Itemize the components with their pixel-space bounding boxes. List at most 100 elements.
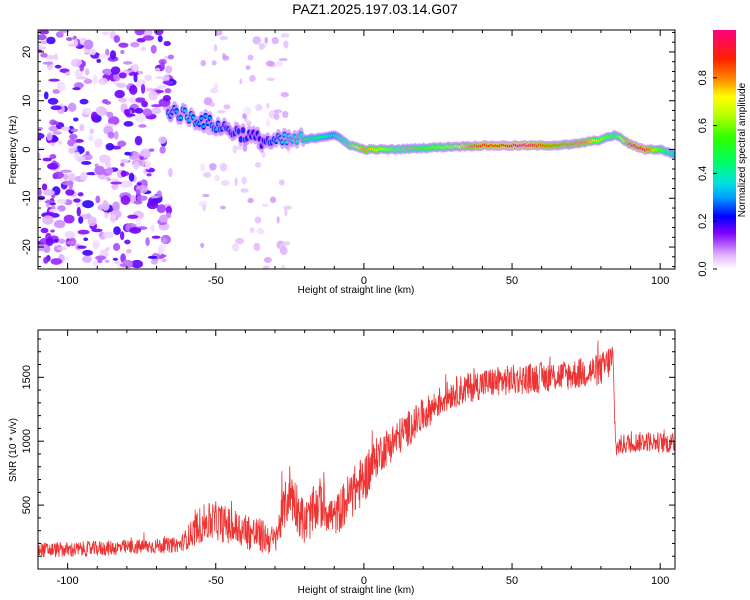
spectral-blob xyxy=(102,231,114,239)
spectral-blob xyxy=(57,238,66,244)
spectral-blob xyxy=(119,180,132,188)
spectral-blob xyxy=(72,35,77,40)
spectral-blob xyxy=(249,74,256,82)
spectral-blob xyxy=(165,65,173,74)
spectral-blob xyxy=(110,214,117,223)
spectral-blob xyxy=(82,107,92,115)
spectral-blob xyxy=(262,265,270,269)
spectral-blob xyxy=(83,39,94,50)
x-tick-label: 0 xyxy=(361,275,367,287)
spectral-blob xyxy=(145,237,150,247)
spectral-blob xyxy=(38,146,46,151)
spectral-blob xyxy=(276,216,280,224)
spectral-blob xyxy=(67,43,78,47)
spectral-blob xyxy=(112,257,119,261)
y-tick-label: 10 xyxy=(21,95,33,107)
spectral-blob xyxy=(40,52,48,58)
spectral-blob xyxy=(65,240,77,245)
spectral-blob xyxy=(200,242,205,249)
spectral-blob xyxy=(53,219,66,229)
x-tick-label: 100 xyxy=(651,275,669,287)
spectral-blob xyxy=(72,87,81,91)
spectral-blob xyxy=(105,167,114,175)
spectral-blob xyxy=(266,102,270,109)
spectral-blob xyxy=(129,227,142,234)
spectral-blob xyxy=(280,264,286,269)
spectral-blob xyxy=(124,239,131,245)
colorbar-tick-label: 0.4 xyxy=(697,166,709,181)
spectral-blob xyxy=(167,54,175,60)
x-tick-label: -100 xyxy=(57,575,79,587)
spectral-blob xyxy=(146,200,159,210)
spectral-blob xyxy=(60,169,72,173)
spectral-blob xyxy=(53,242,59,247)
spectral-blob xyxy=(249,227,255,234)
spectral-blob xyxy=(90,48,96,56)
spectral-blob xyxy=(50,105,62,111)
spectral-blob xyxy=(53,171,64,180)
spectral-blob xyxy=(78,216,84,224)
spectral-ridge-core xyxy=(237,129,241,134)
spectral-blob xyxy=(164,88,172,94)
x-tick-label: 0 xyxy=(361,575,367,587)
spectral-blob xyxy=(266,77,275,82)
spectral-blob xyxy=(73,82,84,89)
spectral-blob xyxy=(124,151,132,156)
spectral-blob xyxy=(239,78,243,85)
spectrogram-y-axis: -20 -10 0 10 20 xyxy=(21,31,675,268)
spectral-blob xyxy=(211,60,217,66)
spectral-blob xyxy=(79,123,85,132)
spectral-blob xyxy=(151,107,162,115)
colorbar: 0.0 0.2 0.4 0.6 0.8 Normalized spectral ampl… xyxy=(697,30,748,277)
spectral-blob xyxy=(56,81,66,92)
spectral-blob xyxy=(68,133,78,140)
spectral-blob xyxy=(46,36,56,45)
spectral-blob xyxy=(269,196,277,204)
spectral-blob xyxy=(148,90,158,101)
spectral-blob xyxy=(231,243,240,252)
spectral-blob xyxy=(48,125,59,132)
spectral-blob xyxy=(217,109,226,114)
spectral-blob xyxy=(92,74,98,85)
spectral-blob xyxy=(68,147,76,155)
spectral-blob xyxy=(68,172,76,183)
snr-y-axis: 500 1000 1500 xyxy=(21,338,675,557)
spectral-blob xyxy=(159,146,166,154)
spectral-blob xyxy=(50,258,63,265)
spectral-blob xyxy=(252,36,262,45)
spectrogram-y-axis-label: Frequency (Hz) xyxy=(8,116,19,185)
spectral-blob xyxy=(70,128,79,133)
spectral-blob xyxy=(162,77,170,82)
spectral-blob xyxy=(56,198,67,205)
spectral-blob xyxy=(209,88,219,94)
spectral-blob xyxy=(241,176,247,185)
spectral-blob xyxy=(55,31,64,38)
spectral-blob xyxy=(60,126,71,131)
spectral-blob xyxy=(146,87,154,92)
spectral-blob xyxy=(157,35,163,43)
snr-x-axis-label: Height of straight line (km) xyxy=(298,585,415,596)
spectral-blob xyxy=(133,161,140,170)
spectral-blob xyxy=(50,229,55,233)
spectral-blob xyxy=(52,131,62,135)
spectral-blob xyxy=(151,104,163,108)
x-tick-label: 50 xyxy=(506,275,518,287)
spectral-blob xyxy=(53,238,59,243)
spectral-ridge-core xyxy=(241,128,245,132)
y-tick-label: 1500 xyxy=(21,365,33,389)
colorbar-ticks: 0.0 0.2 0.4 0.6 0.8 xyxy=(697,70,717,277)
spectral-blob xyxy=(110,181,123,185)
spectral-blob xyxy=(246,120,252,127)
spectral-blob xyxy=(276,60,283,67)
spectral-ridge-core xyxy=(672,153,675,157)
snr-x-axis: -100 -50 0 50 100 xyxy=(37,330,669,587)
spectral-blob xyxy=(158,215,169,223)
spectral-blob xyxy=(160,60,165,71)
spectral-blob xyxy=(136,182,142,186)
spectral-blob xyxy=(209,163,217,171)
spectral-blob xyxy=(128,172,135,182)
spectral-blob xyxy=(281,241,291,246)
spectral-blob xyxy=(279,246,288,256)
spectral-blob xyxy=(235,237,245,245)
